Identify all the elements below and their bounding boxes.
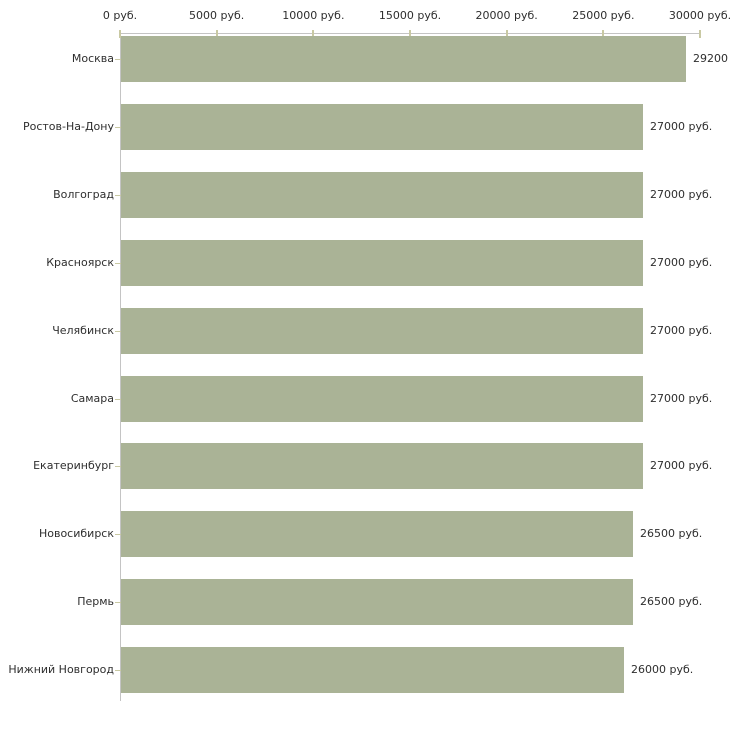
category-label: Волгоград: [53, 188, 114, 201]
category-label: Москва: [71, 52, 114, 65]
bar: [121, 172, 643, 218]
x-axis-tick-label: 5000 руб.: [189, 9, 245, 22]
x-axis-tick-label: 30000 руб.: [668, 9, 730, 22]
category-tick-mark: [115, 670, 121, 671]
x-axis-tick-label: 15000 руб.: [378, 9, 442, 22]
value-label: 29200 руб.: [693, 52, 730, 65]
category-tick-mark: [115, 399, 121, 400]
bar: [121, 308, 643, 354]
value-label: 27000 руб.: [650, 256, 713, 269]
bar: [121, 104, 643, 150]
value-label: 26500 руб.: [640, 527, 703, 540]
value-label: 26000 руб.: [631, 663, 694, 676]
value-label: 27000 руб.: [650, 120, 713, 133]
x-axis-tick-label: 10000 руб.: [282, 9, 345, 22]
bar: [121, 511, 633, 557]
category-tick-mark: [115, 127, 121, 128]
bar: [121, 240, 643, 286]
category-label: Новосибирск: [38, 527, 114, 540]
x-axis-tick-mark: [215, 30, 218, 38]
bar: [121, 443, 643, 489]
value-label: 27000 руб.: [650, 188, 713, 201]
category-label: Пермь: [77, 595, 114, 608]
category-label: Красноярск: [46, 256, 114, 269]
value-label: 27000 руб.: [650, 324, 713, 337]
x-axis-tick-label: 0 руб.: [102, 9, 138, 22]
category-label: Нижний Новгород: [8, 663, 114, 676]
bar: [121, 36, 686, 82]
category-tick-mark: [115, 263, 121, 264]
category-tick-mark: [115, 331, 121, 332]
bar: [121, 376, 643, 422]
x-axis-tick-label: 20000 руб.: [475, 9, 538, 22]
value-label: 27000 руб.: [650, 392, 713, 405]
x-axis-tick-mark: [602, 30, 605, 38]
category-tick-mark: [115, 195, 121, 196]
category-label: Екатеринбург: [33, 459, 114, 472]
x-axis-tick-mark: [409, 30, 411, 38]
y-axis-line: [120, 33, 121, 701]
bar: [121, 579, 633, 625]
x-axis-tick-mark: [699, 30, 701, 38]
category-label: Самара: [70, 392, 114, 405]
x-axis-tick-label: 25000 руб.: [572, 9, 635, 22]
category-label: Челябинск: [52, 324, 114, 337]
x-axis-tick-mark: [312, 30, 315, 38]
value-label: 27000 руб.: [650, 459, 713, 472]
x-axis-tick-mark: [505, 30, 508, 38]
category-tick-mark: [115, 602, 121, 603]
category-tick-mark: [115, 534, 121, 535]
x-axis-tick-mark: [119, 30, 121, 38]
value-label: 26500 руб.: [640, 595, 703, 608]
category-label: Ростов-На-Дону: [22, 120, 114, 133]
category-tick-mark: [115, 466, 121, 467]
bar: [121, 647, 624, 693]
category-tick-mark: [115, 59, 121, 60]
